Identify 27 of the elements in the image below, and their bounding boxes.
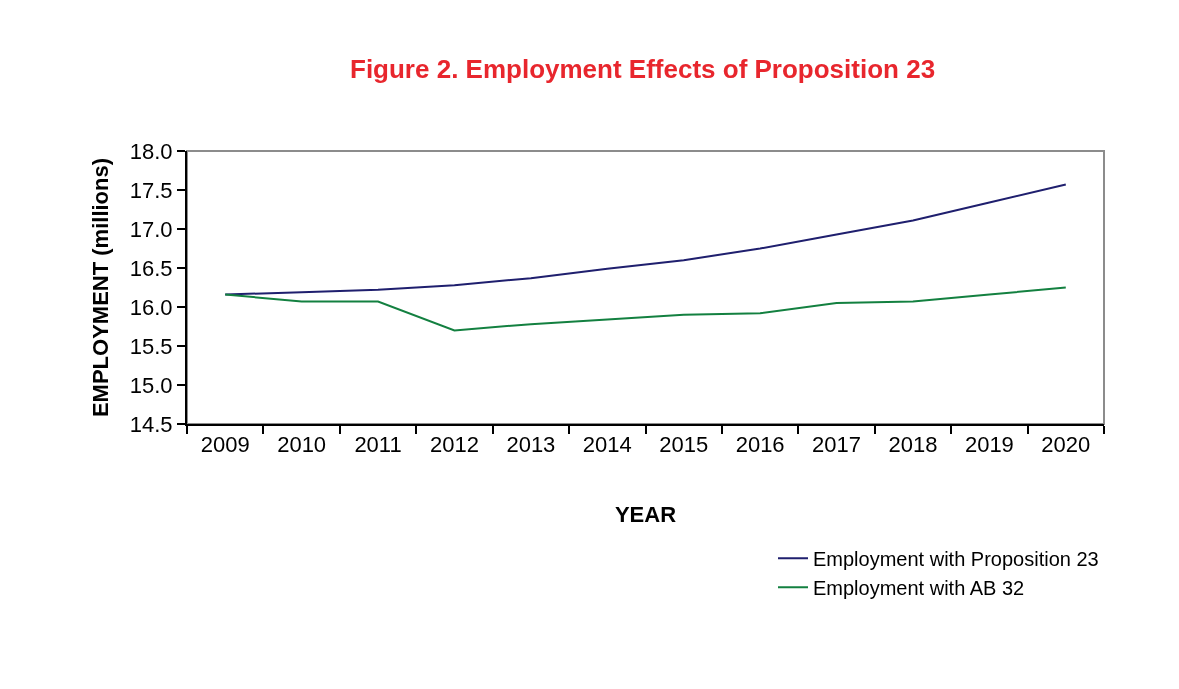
y-tick-label: 18.0 xyxy=(129,138,173,164)
x-tick-label: 2013 xyxy=(506,432,556,458)
x-tick-label: 2012 xyxy=(429,432,479,458)
y-tick-label: 16.0 xyxy=(129,294,173,320)
x-tick-label: 2016 xyxy=(735,432,785,458)
y-axis-title: EMPLOYMENT (millions) xyxy=(88,157,114,418)
y-tick-label: 17.5 xyxy=(129,177,173,203)
x-tick-label: 2017 xyxy=(812,432,862,458)
line-series xyxy=(224,183,1067,296)
y-tick-label: 14.5 xyxy=(129,411,173,437)
x-tick-label: 2019 xyxy=(964,432,1014,458)
x-tick-label: 2018 xyxy=(888,432,938,458)
chart-title: Figure 2. Employment Effects of Proposition 23 xyxy=(350,54,936,84)
y-tick-label: 15.0 xyxy=(129,372,173,398)
x-tick-label: 2014 xyxy=(582,432,632,458)
line-series xyxy=(224,286,1067,332)
legend-label: Employment with Proposition 23 xyxy=(813,547,1099,570)
y-tick-label: 15.5 xyxy=(129,333,173,359)
x-axis-title: YEAR xyxy=(614,501,677,527)
x-tick-label: 2010 xyxy=(277,432,327,458)
x-tick-label: 2020 xyxy=(1041,432,1091,458)
x-tick-label: 2015 xyxy=(659,432,709,458)
x-tick-label: 2009 xyxy=(200,432,250,458)
legend-label: Employment with AB 32 xyxy=(813,576,1025,599)
y-tick-label: 16.5 xyxy=(129,255,173,281)
x-tick-label: 2011 xyxy=(354,432,402,458)
y-tick-label: 17.0 xyxy=(129,216,173,242)
